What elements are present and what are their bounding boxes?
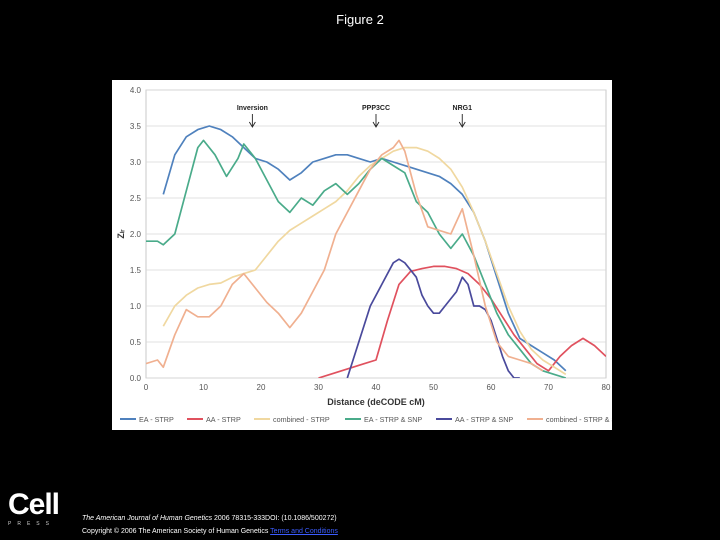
- legend-label: EA - STRP & SNP: [364, 415, 422, 424]
- y-tick-label: 3.5: [130, 122, 142, 131]
- y-tick-label: 1.0: [130, 302, 142, 311]
- citation: The American Journal of Human Genetics 2…: [82, 515, 337, 522]
- x-tick-label: 30: [314, 383, 323, 392]
- cell-press-logo: Cell PRESS: [8, 488, 68, 528]
- linkage-chart: 0.0 0.5 1.0 1.5 2.0 2.5 3.0 3.5 4.0 0 10 20 30 40 50 60…: [116, 86, 626, 424]
- chart-axes: 0.0 0.5 1.0 1.5 2.0 2.5 3.0 3.5 4.0 0 10 20 30 40 50 60…: [116, 86, 611, 407]
- series-line: [146, 139, 544, 372]
- series-line: [346, 258, 520, 378]
- y-tick-label: 2.5: [130, 194, 142, 203]
- annotation-label: Inversion: [237, 105, 268, 112]
- chart-annotations: Inversion PPP3CC NRG1: [237, 105, 473, 128]
- x-axis-label: Distance (deCODE cM): [327, 397, 425, 407]
- x-tick-label: 10: [199, 383, 208, 392]
- cell-logo-sub: PRESS: [8, 521, 55, 527]
- chart-series: [146, 125, 606, 378]
- series-line: [318, 265, 606, 378]
- series-line: [146, 139, 567, 378]
- legend-label: combined - STRP & SNP: [546, 415, 612, 424]
- y-tick-label: 1.5: [130, 266, 142, 275]
- legend-label: AA - STRP: [206, 415, 241, 424]
- x-tick-label: 20: [257, 383, 266, 392]
- legend-label: EA - STRP: [139, 415, 174, 424]
- cell-logo-word: Cell: [8, 488, 60, 521]
- figure-title: Figure 2: [336, 12, 384, 27]
- series-line: [162, 146, 567, 376]
- x-tick-label: 60: [487, 383, 496, 392]
- y-tick-label: 0.5: [130, 338, 142, 347]
- y-tick-label: 3.0: [130, 158, 142, 167]
- legend-label: AA - STRP & SNP: [455, 415, 513, 424]
- y-axis-label: Zₗᵣ: [116, 229, 126, 239]
- chart-legend: EA - STRP AA - STRP combined - STRP EA - ST…: [120, 415, 626, 424]
- annotation-arrowhead: [458, 121, 466, 128]
- journal-name: The American Journal of Human Genetics: [82, 515, 213, 522]
- y-tick-label: 4.0: [130, 86, 142, 95]
- x-tick-label: 80: [602, 383, 611, 392]
- legend-label: combined - STRP: [273, 415, 330, 424]
- x-tick-label: 50: [429, 383, 438, 392]
- x-tick-label: 70: [544, 383, 553, 392]
- y-tick-label: 0.0: [130, 374, 142, 383]
- annotation-label: PPP3CC: [362, 105, 390, 112]
- copyright-line: Copyright © 2006 The American Society of…: [82, 528, 338, 535]
- y-tick-label: 2.0: [130, 230, 142, 239]
- chart-grid: [145, 89, 607, 379]
- x-tick-label: 40: [372, 383, 381, 392]
- copyright-text: Copyright © 2006 The American Society of…: [82, 528, 271, 535]
- x-tick-label: 0: [144, 383, 149, 392]
- chart-panel: 0.0 0.5 1.0 1.5 2.0 2.5 3.0 3.5 4.0 0 10 20 30 40 50 60…: [112, 80, 626, 430]
- series-line: [162, 125, 567, 372]
- annotation-arrowhead: [248, 121, 256, 128]
- annotation-label: NRG1: [453, 105, 473, 112]
- annotation-arrowhead: [372, 121, 380, 128]
- terms-link[interactable]: Terms and Conditions: [270, 528, 338, 535]
- citation-details: 2006 78315-333DOI: (10.1086/500272): [212, 515, 337, 522]
